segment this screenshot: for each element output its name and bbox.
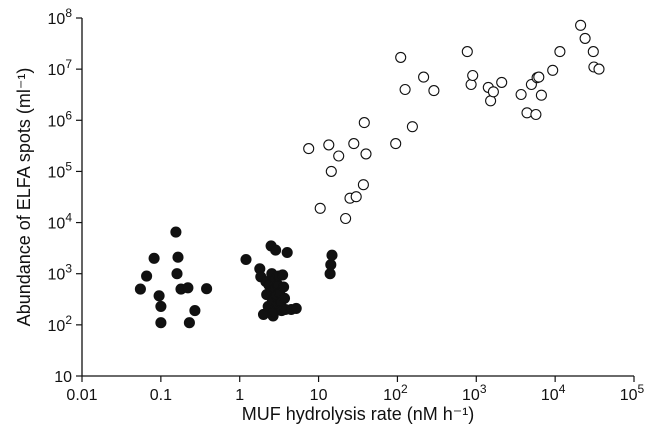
open-data-point [593, 63, 605, 75]
x-tick-label: 103 [462, 382, 487, 404]
open-data-point [418, 71, 430, 83]
y-tick-label: 103 [48, 262, 73, 284]
open-data-point [303, 143, 315, 155]
filled-data-point [240, 253, 252, 266]
open-data-point [428, 85, 440, 97]
filled-data-point [155, 317, 167, 329]
open-data-point [395, 51, 407, 63]
y-tick-label: 106 [48, 108, 73, 130]
open-data-point [399, 83, 411, 96]
x-tick-label: 0.1 [150, 387, 172, 404]
open-data-point [465, 78, 477, 91]
y-axis-label: Abundance of ELFA spots (ml⁻¹) [14, 68, 34, 327]
y-tick-label: 105 [48, 159, 73, 181]
filled-data-point [155, 300, 167, 312]
open-data-point [340, 212, 352, 225]
open-data-point [323, 139, 335, 151]
filled-data-point [270, 244, 282, 256]
open-data-point [530, 108, 542, 121]
open-data-point [487, 86, 499, 98]
open-data-point [467, 69, 479, 82]
filled-data-point [182, 282, 194, 294]
open-data-point [325, 165, 337, 177]
open-data-point [521, 107, 533, 119]
filled-data-point [170, 226, 182, 238]
filled-data-point [171, 268, 183, 280]
open-data-point [554, 46, 566, 58]
x-tick-label: 1 [235, 387, 244, 404]
y-tick-label: 10 [54, 369, 72, 386]
y-ticks: 10 102 103 104 105 106 107 108 [48, 6, 82, 386]
open-data-point [515, 88, 527, 101]
filled-data-point [172, 251, 184, 263]
filled-data-point [290, 302, 302, 314]
filled-data-point [277, 269, 289, 281]
x-ticks: 0.01 0.1 1 10 102 103 104 105 [66, 376, 645, 404]
filled-data-point [281, 246, 293, 259]
x-tick-label: 10 [310, 387, 328, 404]
x-tick-label: 0.01 [66, 387, 97, 404]
data-points [134, 19, 605, 329]
open-data-point [348, 138, 360, 150]
open-data-point [535, 89, 547, 101]
x-tick-label: 104 [541, 382, 566, 404]
open-data-point [360, 148, 372, 160]
x-tick-label: 105 [620, 382, 645, 404]
open-data-point [350, 191, 362, 203]
filled-data-point [325, 259, 337, 271]
filled-data-point [183, 317, 195, 329]
y-tick-label: 104 [48, 211, 73, 233]
open-data-point [579, 32, 591, 44]
filled-data-point [278, 281, 290, 293]
open-data-point [358, 117, 370, 129]
open-data-point [533, 71, 545, 83]
filled-data-point [141, 270, 153, 282]
open-data-point [496, 76, 508, 88]
open-data-point [547, 64, 559, 76]
filled-data-point [134, 283, 146, 295]
filled-data-point [278, 292, 291, 304]
open-data-point [314, 202, 326, 214]
y-tick-label: 107 [48, 57, 73, 79]
open-data-point [390, 138, 402, 150]
filled-data-point [326, 249, 338, 261]
y-tick-label: 102 [48, 313, 73, 335]
filled-data-point [153, 290, 165, 302]
open-data-point [406, 121, 418, 133]
x-axis-label: MUF hydrolysis rate (nM h⁻¹) [242, 404, 475, 424]
open-data-point [333, 150, 345, 162]
x-tick-label: 102 [383, 382, 408, 404]
filled-data-point [201, 283, 213, 295]
open-data-point [461, 46, 473, 58]
filled-data-point [189, 305, 201, 317]
open-data-point [575, 19, 587, 31]
y-tick-label: 108 [48, 6, 73, 28]
open-data-point [587, 46, 599, 58]
open-data-point [357, 179, 369, 191]
filled-data-point [148, 252, 160, 264]
